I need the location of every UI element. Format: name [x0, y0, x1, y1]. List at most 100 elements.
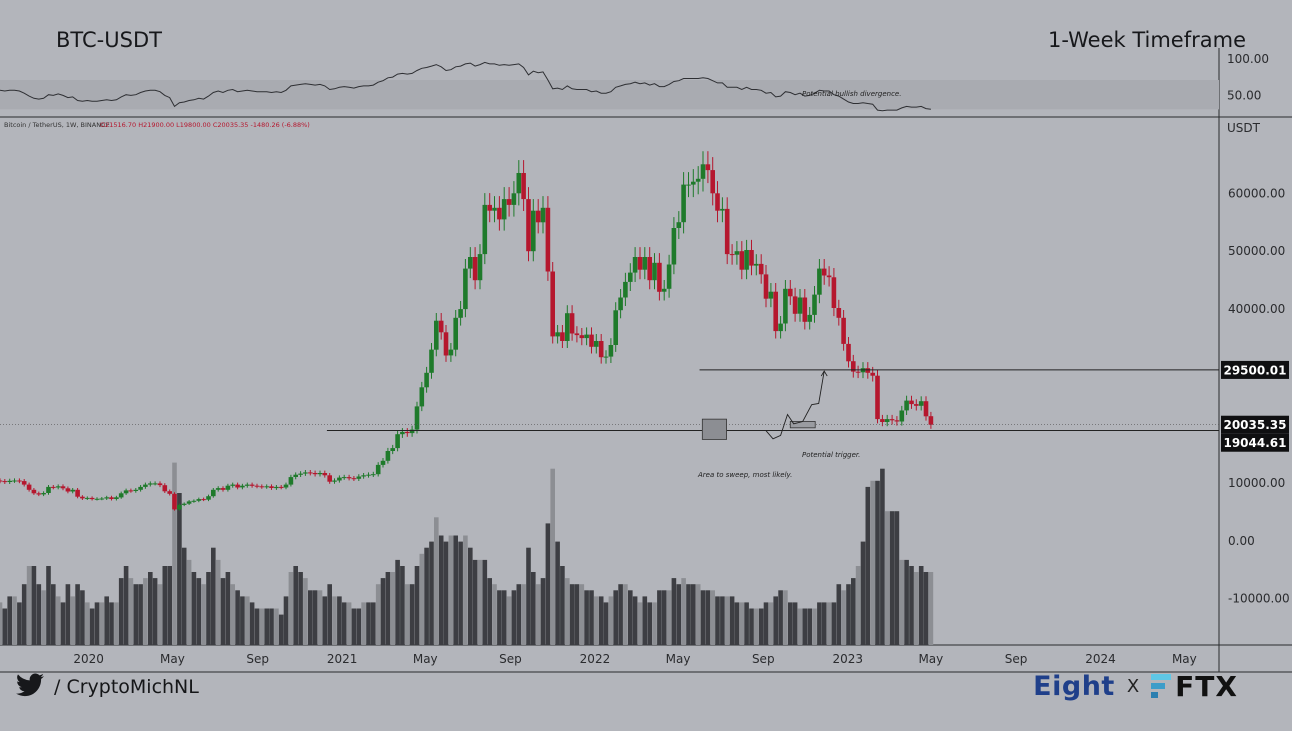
volume-bar	[783, 590, 788, 645]
candle-body	[628, 272, 633, 282]
candle-body	[497, 207, 502, 220]
candle-body	[763, 274, 769, 299]
candle-body	[443, 332, 449, 356]
volume-bar	[317, 590, 323, 645]
volume-bar	[647, 602, 652, 645]
candle-body	[618, 297, 623, 311]
volume-bar	[220, 578, 226, 645]
volume-bar	[17, 602, 22, 645]
volume-bar	[123, 566, 129, 645]
candle	[283, 482, 289, 490]
volume-bar	[55, 596, 61, 645]
candle	[594, 334, 599, 354]
candle	[555, 325, 560, 344]
volume-bar	[657, 590, 662, 645]
volume-bar	[458, 541, 463, 645]
candle-body	[579, 335, 585, 339]
candle-body	[55, 486, 61, 488]
candle	[749, 239, 754, 276]
price-tick-label: -10000.00	[1228, 592, 1290, 606]
candle	[773, 283, 778, 339]
candle	[405, 428, 410, 437]
volume-bar	[21, 584, 27, 645]
candle-body	[468, 257, 473, 269]
candle	[497, 196, 502, 231]
candle-body	[375, 464, 381, 475]
volume-bar	[865, 486, 871, 645]
time-tick-label: May	[666, 652, 691, 666]
candle	[7, 478, 12, 484]
ftx-wordmark: FTX	[1175, 669, 1238, 703]
candle	[259, 484, 265, 489]
price-unit-label: USDT	[1227, 121, 1261, 135]
volume-bar	[642, 596, 648, 645]
candle	[516, 160, 522, 206]
candle	[681, 172, 686, 234]
candle	[21, 479, 27, 487]
candle	[269, 484, 274, 490]
candle-body	[283, 484, 289, 488]
candle-body	[89, 497, 95, 500]
volume-bar	[691, 584, 696, 645]
candle-body	[676, 222, 682, 228]
volume-bar	[230, 584, 235, 645]
volume-bar	[80, 590, 85, 645]
candle	[206, 494, 211, 502]
volume-bar	[652, 602, 657, 645]
time-tick-label: 2021	[327, 652, 358, 666]
candle	[400, 428, 405, 438]
volume-bar	[565, 578, 570, 645]
candle-body	[705, 164, 711, 171]
volume-bar	[12, 596, 17, 645]
price-label-text: 29500.01	[1223, 363, 1286, 377]
volume-bar	[870, 480, 875, 645]
volume-bar	[196, 578, 202, 645]
candle	[710, 157, 715, 206]
volume-bar	[434, 517, 439, 645]
volume-bar	[211, 547, 216, 645]
candle	[356, 474, 362, 481]
candle	[327, 473, 332, 484]
volume-bar	[298, 572, 303, 645]
candle-body	[550, 271, 555, 337]
volume-bar	[623, 584, 628, 645]
candle	[817, 259, 822, 304]
timeframe-label: 1-Week Timeframe	[1048, 28, 1246, 52]
candle	[293, 472, 298, 480]
candle	[666, 254, 672, 298]
volume-bar	[356, 608, 362, 645]
candle	[70, 488, 75, 494]
volume-bar	[51, 584, 56, 645]
candle-body	[812, 294, 817, 315]
candle-body	[162, 485, 168, 492]
candle	[695, 166, 701, 195]
candle-body	[729, 254, 735, 256]
candle-body	[191, 500, 197, 502]
volume-bar	[94, 602, 100, 645]
candle	[671, 217, 677, 275]
candle	[802, 289, 808, 330]
volume-bar	[637, 602, 643, 645]
volume-bar	[715, 596, 720, 645]
candle	[691, 169, 696, 198]
candle-body	[128, 490, 134, 492]
volume-bar	[337, 596, 342, 645]
volume-bar	[177, 493, 182, 645]
candle	[225, 483, 231, 492]
candle	[565, 305, 570, 348]
price-tick-label: 40000.00	[1228, 302, 1285, 316]
candle	[535, 199, 541, 234]
candle	[884, 414, 890, 427]
candle	[196, 497, 202, 503]
volume-bar	[729, 596, 735, 645]
candle-body	[332, 480, 337, 482]
candle	[317, 470, 323, 477]
volume-bar	[162, 566, 168, 645]
candle	[351, 476, 357, 481]
candle-body	[99, 498, 105, 500]
candle	[598, 334, 604, 364]
candle	[511, 181, 517, 217]
eight-logo: Eight	[1033, 670, 1115, 702]
candle	[700, 151, 706, 192]
